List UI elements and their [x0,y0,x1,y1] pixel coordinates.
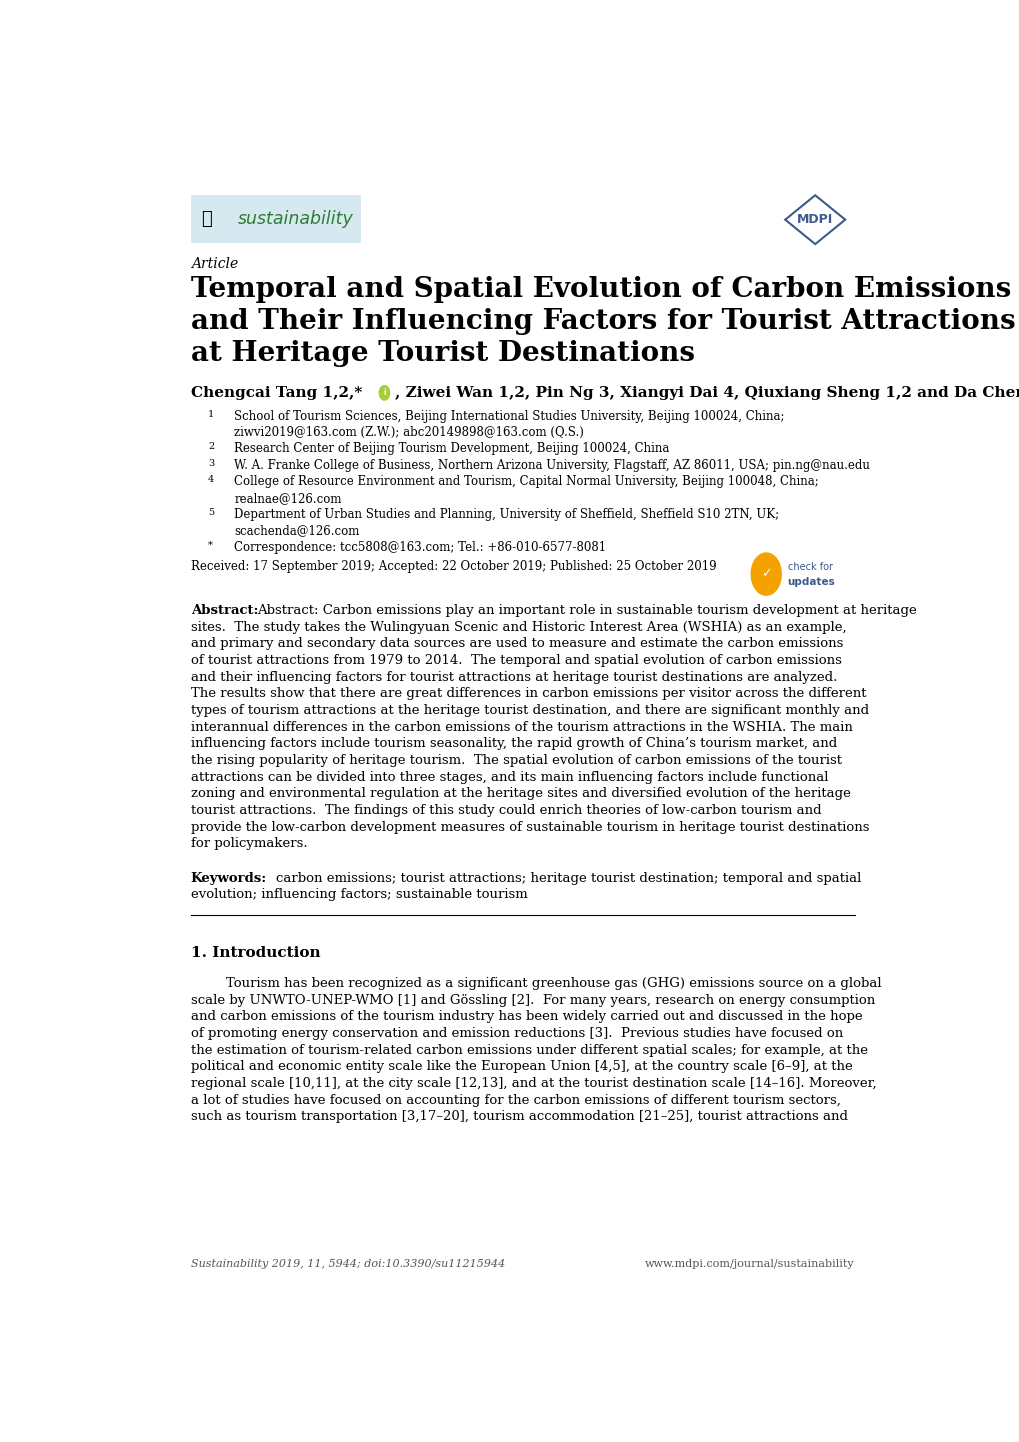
Text: Abstract:: Abstract: [191,604,258,617]
Text: Sustainability 2019, 11, 5944; doi:10.3390/su11215944: Sustainability 2019, 11, 5944; doi:10.33… [191,1259,504,1269]
Text: 🌿: 🌿 [201,211,212,228]
Text: 1. Introduction: 1. Introduction [191,946,320,960]
Text: Temporal and Spatial Evolution of Carbon Emissions
and Their Influencing Factors: Temporal and Spatial Evolution of Carbon… [191,277,1014,366]
Text: and primary and secondary data sources are used to measure and estimate the carb: and primary and secondary data sources a… [191,637,843,650]
Text: Received: 17 September 2019; Accepted: 22 October 2019; Published: 25 October 20: Received: 17 September 2019; Accepted: 2… [191,559,715,572]
Text: tourist attractions.  The findings of this study could enrich theories of low-ca: tourist attractions. The findings of thi… [191,805,820,818]
Text: Tourism has been recognized as a significant greenhouse gas (GHG) emissions sour: Tourism has been recognized as a signifi… [225,978,880,991]
Text: Chengcai Tang 1,2,*: Chengcai Tang 1,2,* [191,386,362,401]
FancyBboxPatch shape [191,195,361,244]
Text: 5: 5 [208,508,214,518]
Text: attractions can be divided into three stages, and its main influencing factors i: attractions can be divided into three st… [191,770,827,783]
Text: zoning and environmental regulation at the heritage sites and diversified evolut: zoning and environmental regulation at t… [191,787,850,800]
Text: sites.  The study takes the Wulingyuan Scenic and Historic Interest Area (WSHIA): sites. The study takes the Wulingyuan Sc… [191,620,846,633]
Text: of tourist attractions from 1979 to 2014.  The temporal and spatial evolution of: of tourist attractions from 1979 to 2014… [191,655,841,668]
Text: updates: updates [787,577,835,587]
Text: influencing factors include tourism seasonality, the rapid growth of China’s tou: influencing factors include tourism seas… [191,737,837,750]
Text: the rising popularity of heritage tourism.  The spatial evolution of carbon emis: the rising popularity of heritage touris… [191,754,841,767]
Text: ✓: ✓ [760,568,770,581]
Text: Department of Urban Studies and Planning, University of Sheffield, Sheffield S10: Department of Urban Studies and Planning… [234,508,779,521]
Text: carbon emissions; tourist attractions; heritage tourist destination; temporal an: carbon emissions; tourist attractions; h… [276,871,861,884]
Text: Article: Article [191,258,237,271]
Text: and carbon emissions of the tourism industry has been widely carried out and dis: and carbon emissions of the tourism indu… [191,1011,861,1024]
Text: Research Center of Beijing Tourism Development, Beijing 100024, China: Research Center of Beijing Tourism Devel… [234,443,668,456]
Text: Abstract: Carbon emissions play an important role in sustainable tourism develop: Abstract: Carbon emissions play an impor… [257,604,916,617]
Circle shape [750,552,781,596]
Text: check for: check for [787,562,832,572]
Text: a lot of studies have focused on accounting for the carbon emissions of differen: a lot of studies have focused on account… [191,1093,840,1106]
Text: , Ziwei Wan 1,2, Pin Ng 3, Xiangyi Dai 4, Qiuxiang Sheng 1,2 and Da Chen 5: , Ziwei Wan 1,2, Pin Ng 3, Xiangyi Dai 4… [394,386,1019,401]
Text: ziwvi2019@163.com (Z.W.); abc20149898@163.com (Q.S.): ziwvi2019@163.com (Z.W.); abc20149898@16… [234,425,584,438]
Text: of promoting energy conservation and emission reductions [3].  Previous studies : of promoting energy conservation and emi… [191,1027,842,1040]
Text: scachenda@126.com: scachenda@126.com [234,525,360,538]
Text: 4: 4 [208,476,214,485]
Text: political and economic entity scale like the European Union [4,5], at the countr: political and economic entity scale like… [191,1060,852,1073]
Text: The results show that there are great differences in carbon emissions per visito: The results show that there are great di… [191,688,865,701]
Text: for policymakers.: for policymakers. [191,838,307,851]
Text: realnae@126.com: realnae@126.com [234,492,341,505]
Text: sustainability: sustainability [238,211,354,228]
Text: evolution; influencing factors; sustainable tourism: evolution; influencing factors; sustaina… [191,888,527,901]
Text: types of tourism attractions at the heritage tourist destination, and there are : types of tourism attractions at the heri… [191,704,868,717]
Text: Keywords:: Keywords: [191,871,267,884]
Text: 2: 2 [208,443,214,451]
Text: College of Resource Environment and Tourism, Capital Normal University, Beijing : College of Resource Environment and Tour… [234,476,818,489]
Text: Correspondence: tcc5808@163.com; Tel.: +86-010-6577-8081: Correspondence: tcc5808@163.com; Tel.: +… [234,541,605,554]
Text: 3: 3 [208,459,214,467]
Text: 1: 1 [208,410,214,418]
Text: the estimation of tourism-related carbon emissions under different spatial scale: the estimation of tourism-related carbon… [191,1044,867,1057]
Text: W. A. Franke College of Business, Northern Arizona University, Flagstaff, AZ 860: W. A. Franke College of Business, Northe… [234,459,869,472]
Text: scale by UNWTO-UNEP-WMO [1] and Gössling [2].  For many years, research on energ: scale by UNWTO-UNEP-WMO [1] and Gössling… [191,994,874,1007]
Text: *: * [208,541,213,549]
Text: regional scale [10,11], at the city scale [12,13], and at the tourist destinatio: regional scale [10,11], at the city scal… [191,1077,875,1090]
Text: such as tourism transportation [3,17–20], tourism accommodation [21–25], tourist: such as tourism transportation [3,17–20]… [191,1110,847,1123]
Text: www.mdpi.com/journal/sustainability: www.mdpi.com/journal/sustainability [644,1259,854,1269]
Text: i: i [383,388,385,398]
Text: School of Tourism Sciences, Beijing International Studies University, Beijing 10: School of Tourism Sciences, Beijing Inte… [234,410,784,423]
Text: and their influencing factors for tourist attractions at heritage tourist destin: and their influencing factors for touris… [191,671,837,684]
Text: MDPI: MDPI [796,213,833,226]
Circle shape [379,385,389,399]
Text: interannual differences in the carbon emissions of the tourism attractions in th: interannual differences in the carbon em… [191,721,852,734]
Text: provide the low-carbon development measures of sustainable tourism in heritage t: provide the low-carbon development measu… [191,820,868,833]
